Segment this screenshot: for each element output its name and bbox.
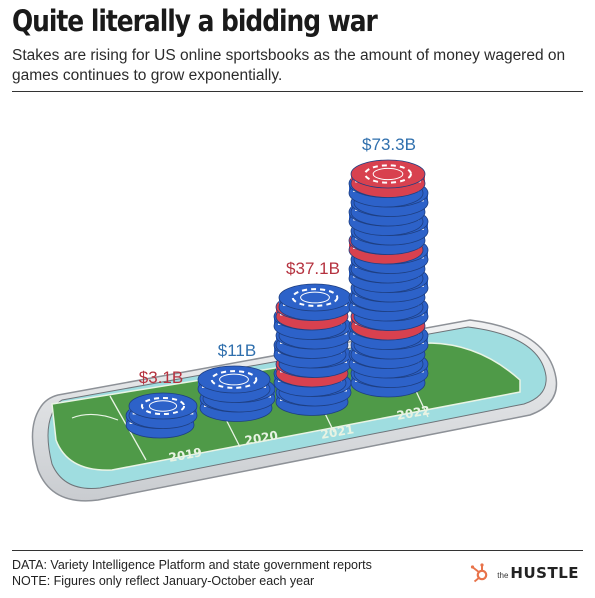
bottom-divider: [12, 550, 583, 551]
top-divider: [12, 91, 583, 92]
data-source-note: DATA: Variety Intelligence Platform and …: [12, 558, 372, 572]
chip-stack-2020: [197, 365, 276, 422]
chip: [197, 365, 271, 403]
year-label-2022: 2022: [396, 403, 431, 423]
year-label-2020: 2020: [244, 428, 279, 448]
chart-subtitle: Stakes are rising for US online sportsbo…: [12, 47, 566, 84]
chip: [128, 392, 198, 429]
chip-stack-2019: [125, 392, 198, 439]
chip: [278, 283, 352, 321]
year-label-2019: 2019: [168, 445, 203, 465]
figures-note: NOTE: Figures only reflect January-Octob…: [12, 574, 315, 588]
chip: [350, 159, 426, 198]
brand-name: HUSTLE: [510, 564, 579, 582]
hubspot-sprocket-icon: [471, 563, 488, 583]
brand-logo: the HUSTLE: [469, 562, 579, 584]
value-label-2022: $73.3B: [362, 135, 416, 154]
value-label-2020: $11B: [218, 341, 256, 360]
chip-stack-2022: [348, 159, 429, 398]
year-label-2021: 2021: [320, 422, 355, 442]
value-label-2021: $37.1B: [286, 259, 340, 278]
chip-stack-2021: [273, 283, 352, 416]
chart-title: Quite literally a bidding war: [12, 4, 378, 38]
chip-stack-chart: 2019 2020 2021 2022 $3.1B $11B $37.1B $73.3B: [31, 135, 558, 502]
brand-prefix: the: [497, 571, 509, 580]
footer-notes: DATA: Variety Intelligence Platform and …: [12, 557, 372, 589]
value-label-2019: $3.1B: [139, 368, 183, 387]
